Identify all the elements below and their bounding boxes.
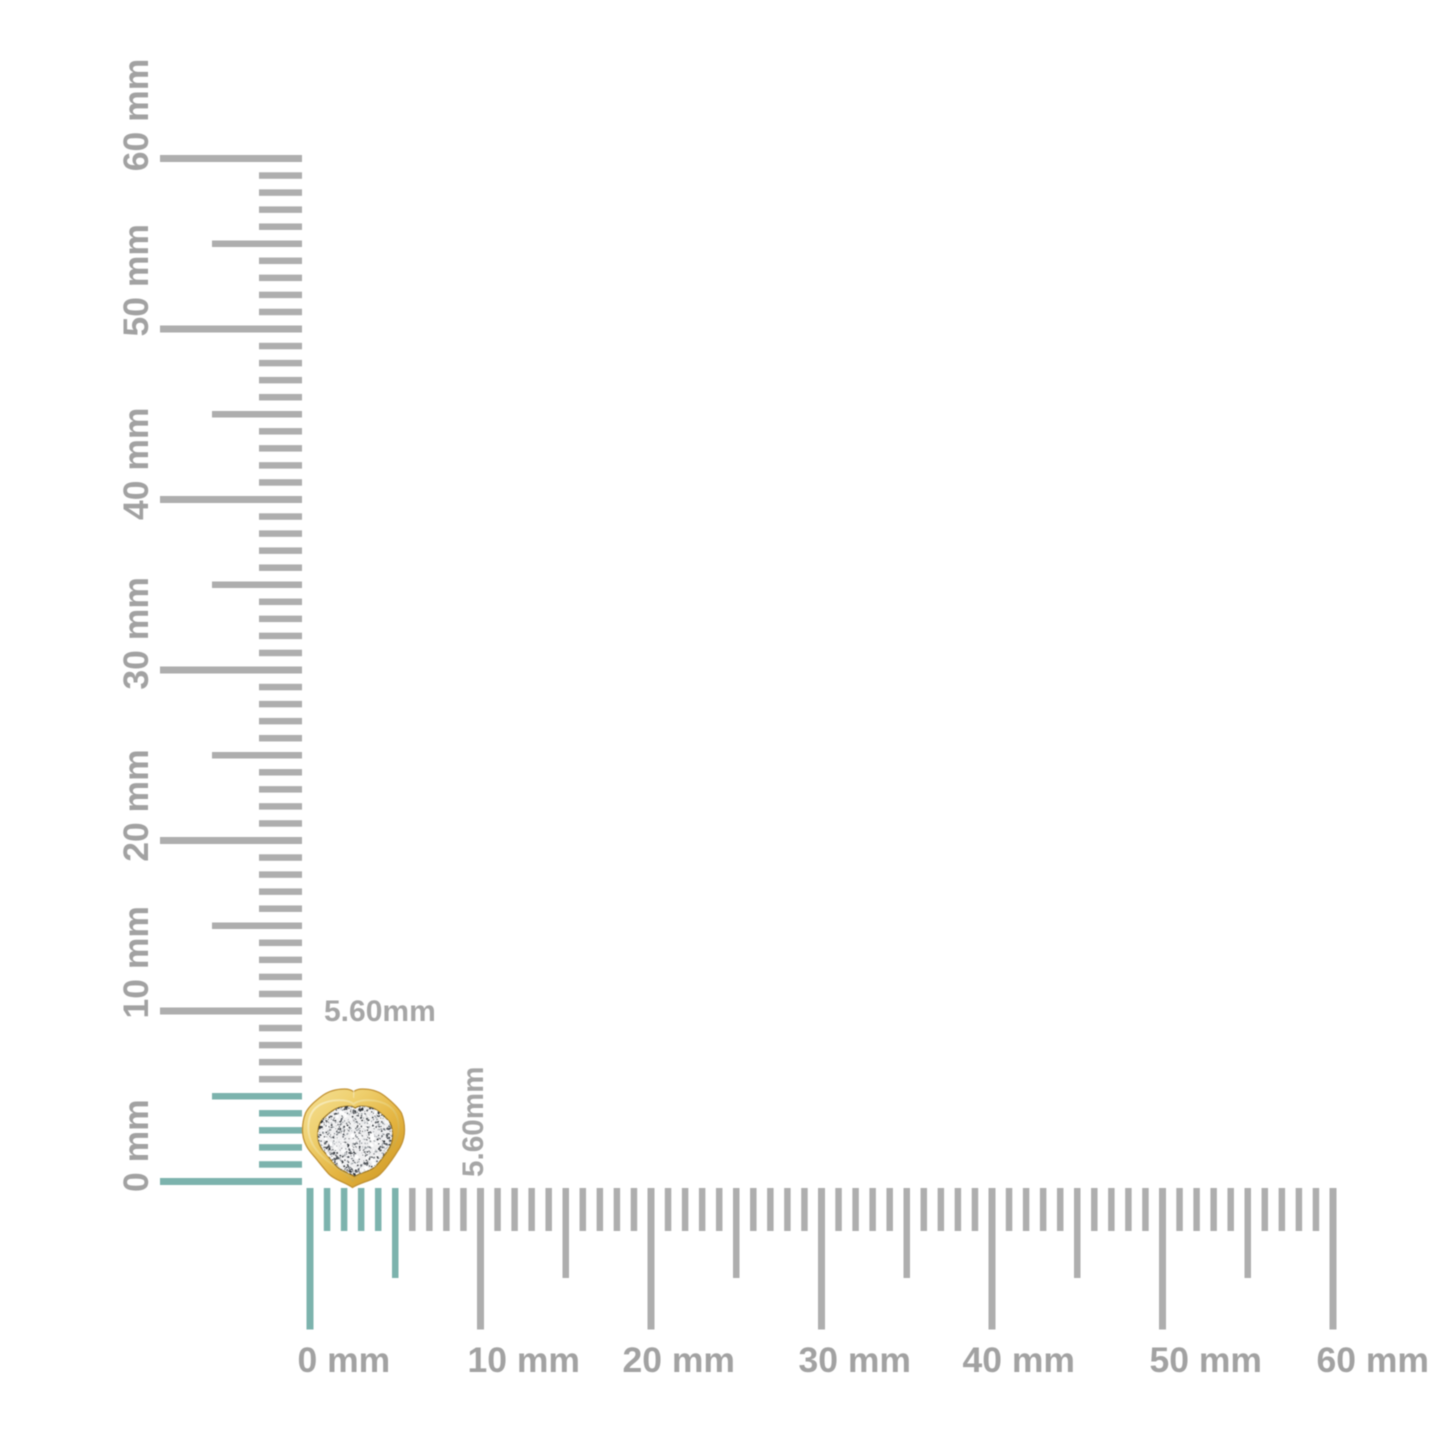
svg-text:20 mm: 20 mm [116, 749, 156, 861]
svg-text:0 mm: 0 mm [116, 1099, 156, 1192]
svg-text:40 mm: 40 mm [963, 1340, 1075, 1380]
svg-text:10 mm: 10 mm [116, 906, 156, 1018]
svg-text:30 mm: 30 mm [799, 1340, 911, 1380]
svg-text:40 mm: 40 mm [116, 408, 156, 520]
svg-text:5.60mm: 5.60mm [457, 1066, 490, 1177]
svg-text:5.60mm: 5.60mm [324, 995, 436, 1028]
svg-text:30 mm: 30 mm [116, 577, 156, 689]
svg-text:10 mm: 10 mm [468, 1340, 580, 1380]
svg-text:50 mm: 50 mm [116, 224, 156, 336]
svg-text:50 mm: 50 mm [1150, 1340, 1262, 1380]
svg-text:20 mm: 20 mm [623, 1340, 735, 1380]
svg-text:60 mm: 60 mm [116, 59, 156, 171]
svg-text:0 mm: 0 mm [298, 1340, 391, 1380]
svg-text:60 mm: 60 mm [1317, 1340, 1429, 1380]
